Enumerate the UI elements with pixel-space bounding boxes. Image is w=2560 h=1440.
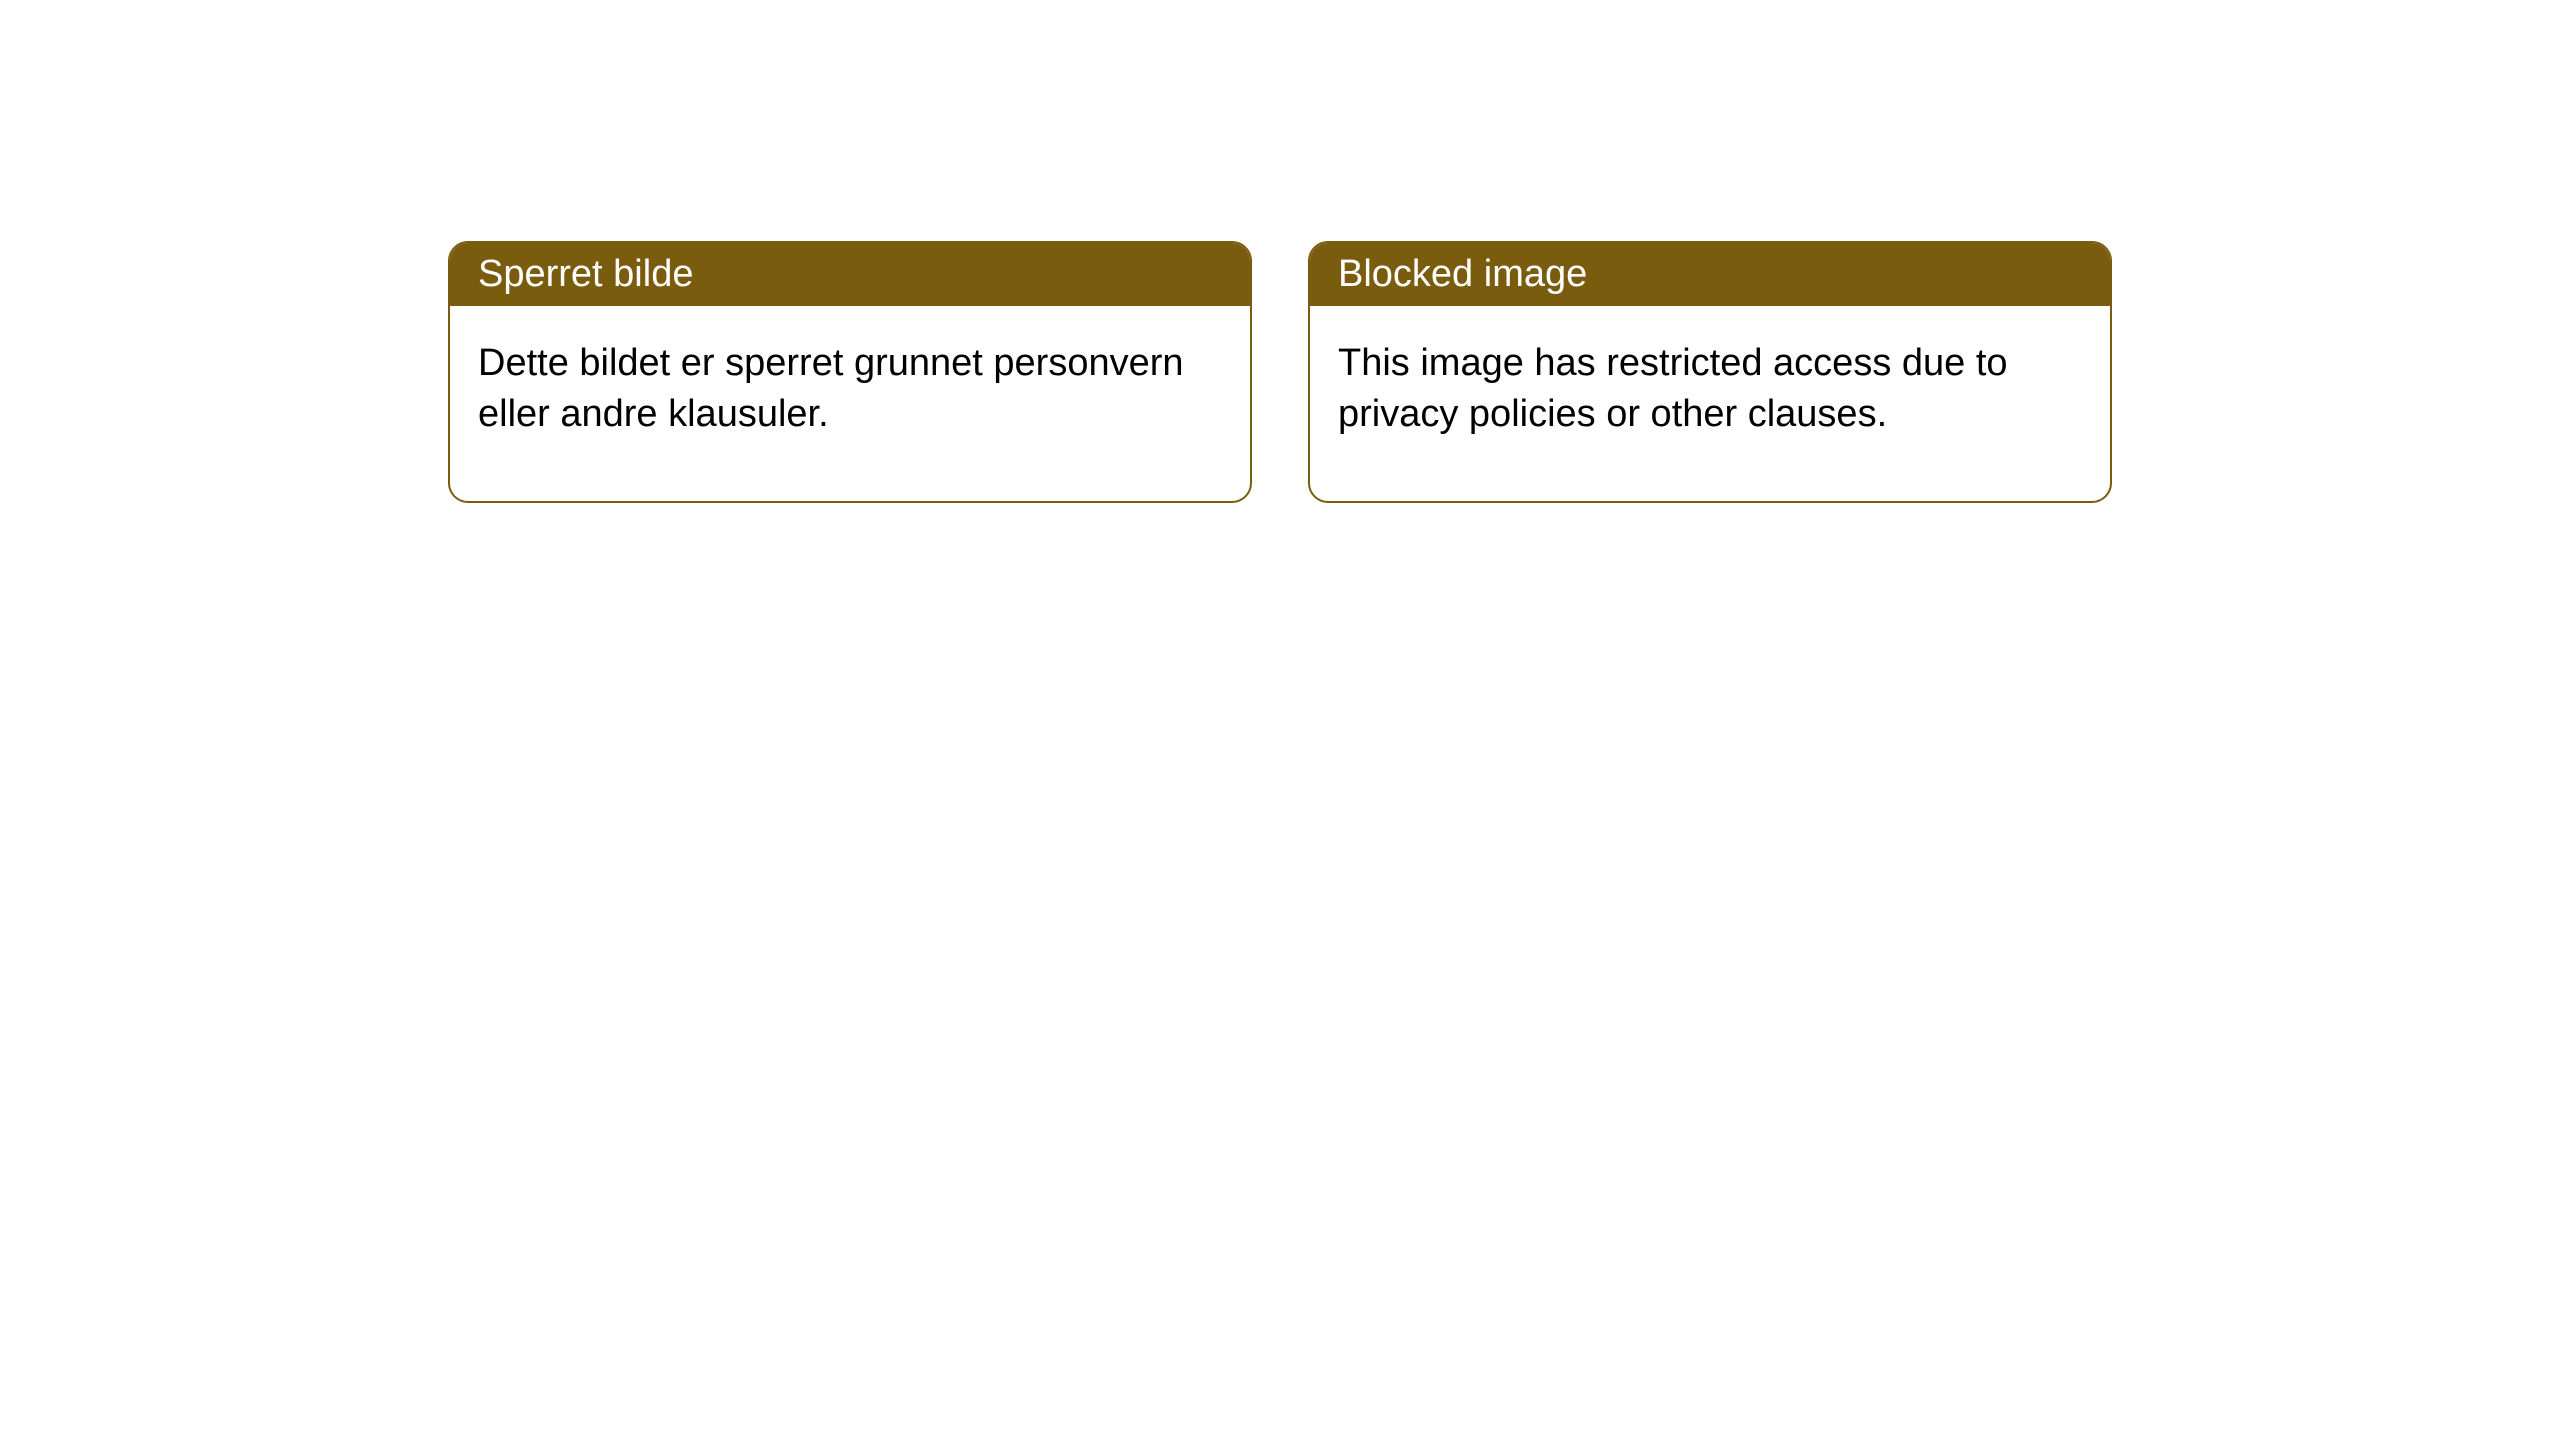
- card-body-text-no: Dette bildet er sperret grunnet personve…: [478, 342, 1184, 435]
- blocked-image-card-no: Sperret bilde Dette bildet er sperret gr…: [448, 241, 1252, 503]
- cards-container: Sperret bilde Dette bildet er sperret gr…: [448, 241, 2112, 503]
- card-header-no: Sperret bilde: [450, 243, 1250, 306]
- card-body-text-en: This image has restricted access due to …: [1338, 342, 2008, 435]
- card-header-en: Blocked image: [1310, 243, 2110, 306]
- card-title-no: Sperret bilde: [478, 253, 693, 295]
- card-body-no: Dette bildet er sperret grunnet personve…: [450, 306, 1250, 501]
- card-title-en: Blocked image: [1338, 253, 1587, 295]
- blocked-image-card-en: Blocked image This image has restricted …: [1308, 241, 2112, 503]
- card-body-en: This image has restricted access due to …: [1310, 306, 2110, 501]
